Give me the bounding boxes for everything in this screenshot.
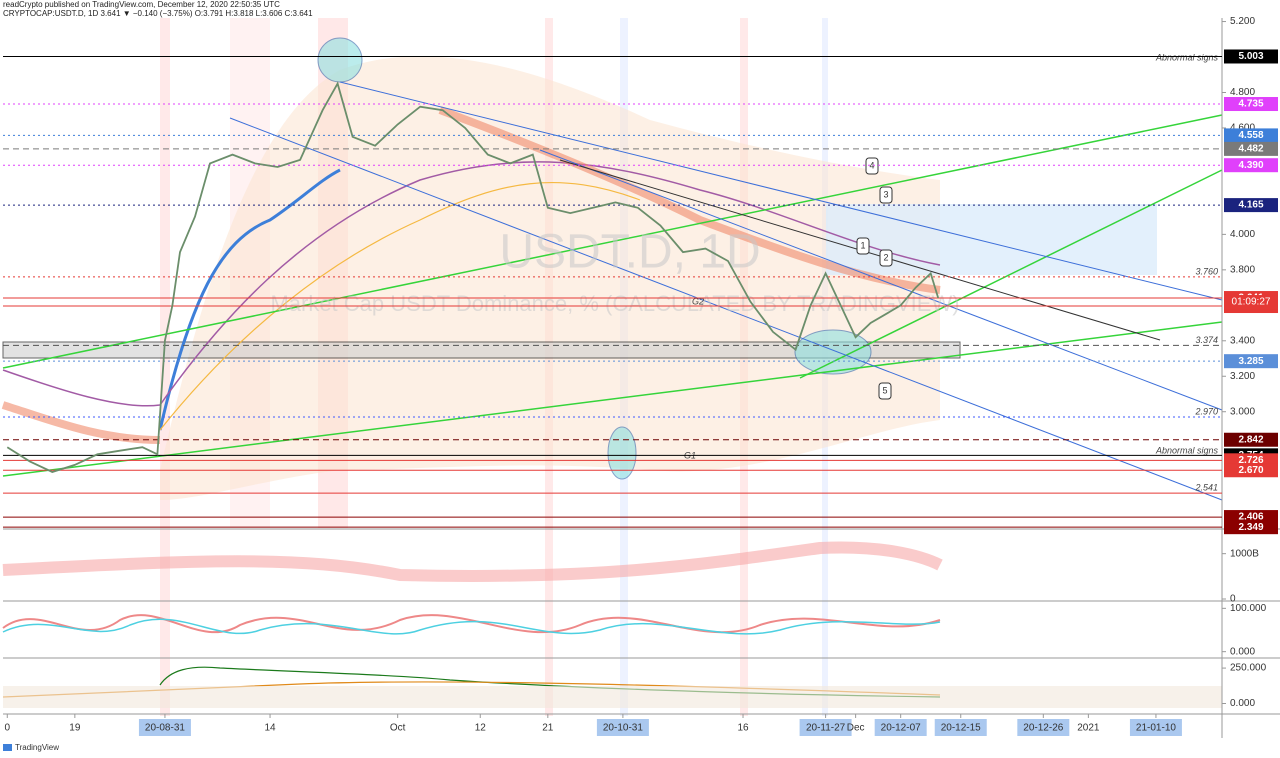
y-tick-label: 5.200 bbox=[1230, 16, 1255, 27]
x-tick-highlight bbox=[934, 719, 987, 736]
level-box bbox=[1224, 158, 1278, 173]
callout: 3 bbox=[883, 189, 888, 199]
x-tick-label: 0 bbox=[4, 723, 10, 734]
pane-tick-label: 100.000 bbox=[1230, 603, 1267, 614]
frame bbox=[3, 18, 1280, 738]
x-tick-label: 19 bbox=[69, 723, 81, 734]
x-tick-highlight bbox=[1129, 719, 1182, 736]
level-label: 5.003 bbox=[1238, 51, 1263, 62]
pane-tick-label: 0 bbox=[1230, 594, 1236, 605]
level-box bbox=[1224, 128, 1278, 143]
y-tick-label: 3.000 bbox=[1230, 406, 1255, 417]
callouts: 1 2 3 4 5 bbox=[856, 157, 893, 400]
y-tick-label: 4.000 bbox=[1230, 229, 1255, 240]
x-tick-label: 20-12-26 bbox=[1023, 723, 1063, 734]
level-label: 3.374 bbox=[1195, 335, 1218, 345]
x-tick-highlight bbox=[874, 719, 927, 736]
x-tick-label: Dec bbox=[847, 723, 865, 734]
y-tick-label: 4.800 bbox=[1230, 87, 1255, 98]
lower-pane-decor bbox=[2, 541, 1222, 708]
x-tick-label: 20-10-31 bbox=[603, 723, 643, 734]
level-label: 2.541 bbox=[1194, 483, 1218, 493]
level-box bbox=[1224, 520, 1278, 535]
countdown: 01:09:27 bbox=[1232, 297, 1271, 308]
pane-tick-label: 250.000 bbox=[1230, 663, 1267, 674]
level-label: 2.726 bbox=[1238, 455, 1263, 466]
level-label: 4.558 bbox=[1238, 130, 1263, 141]
brand: TradingView bbox=[15, 743, 59, 752]
y-tick-label: 3.400 bbox=[1230, 335, 1255, 346]
footer: TradingView bbox=[3, 743, 59, 752]
x-tick-label: 16 bbox=[737, 723, 749, 734]
annotation: Abnormal signs bbox=[1155, 445, 1219, 455]
level-box bbox=[1224, 463, 1278, 478]
x-tick-highlight bbox=[799, 719, 852, 736]
level-label: 2.349 bbox=[1238, 522, 1263, 533]
pane-tick-label: 1000B bbox=[1230, 548, 1259, 559]
callout: 2 bbox=[883, 252, 888, 262]
x-tick-label: 21-01-10 bbox=[1136, 723, 1176, 734]
x-tick-label: 12 bbox=[475, 723, 487, 734]
background-decor bbox=[1, 18, 1223, 716]
level-box bbox=[1224, 141, 1278, 156]
level-label: 3.285 bbox=[1238, 356, 1263, 367]
level-label: 3.760 bbox=[1195, 266, 1218, 276]
watermark: USDT.D, 1D bbox=[499, 226, 760, 279]
level-label: 4.735 bbox=[1238, 99, 1263, 110]
x-tick-label: 20-11-27 bbox=[806, 723, 846, 734]
price-line bbox=[6, 81, 940, 473]
level-label: 4.482 bbox=[1238, 144, 1263, 155]
countdown-box bbox=[1224, 295, 1278, 310]
pane-tick-label: 0.000 bbox=[1230, 646, 1255, 657]
annotation: Abnormal signs bbox=[1155, 52, 1219, 62]
level-label: 2.406 bbox=[1238, 512, 1263, 523]
level-label: 2.670 bbox=[1238, 465, 1263, 476]
x-tick-label: 21 bbox=[542, 723, 554, 734]
level-label: 2.842 bbox=[1238, 434, 1263, 445]
callout: 1 bbox=[860, 240, 865, 250]
callout: 4 bbox=[869, 160, 874, 170]
level-label: 4.390 bbox=[1238, 160, 1263, 171]
y-tick-label: 4.600 bbox=[1230, 123, 1255, 134]
level-box bbox=[1224, 97, 1278, 112]
x-tick-label: 2021 bbox=[1077, 723, 1100, 734]
callout: 5 bbox=[882, 385, 887, 395]
level-label: 2.970 bbox=[1194, 406, 1218, 416]
level-label: 4.165 bbox=[1238, 200, 1263, 211]
publisher: readCrypto published on TradingView.com,… bbox=[3, 0, 280, 9]
annotation: G2 bbox=[692, 296, 704, 306]
x-tick-label: 14 bbox=[264, 723, 276, 734]
x-tick-label: Oct bbox=[390, 723, 406, 734]
x-tick-label: 20-12-07 bbox=[881, 723, 921, 734]
symbol-line: CRYPTOCAP:USDT.D, 1D 3.641 ▼ −0.140 (−3.… bbox=[3, 9, 313, 18]
level-box bbox=[1224, 198, 1278, 213]
level-box bbox=[1224, 49, 1278, 64]
y-tick-label: 3.800 bbox=[1230, 264, 1255, 275]
x-tick-label: 20-08-31 bbox=[145, 723, 185, 734]
x-tick-highlight bbox=[596, 719, 649, 736]
level-box bbox=[1224, 354, 1278, 369]
x-tick-label: 20-12-15 bbox=[941, 723, 981, 734]
level-box bbox=[1224, 432, 1278, 447]
x-tick-highlight bbox=[138, 719, 191, 736]
y-tick-label: 3.200 bbox=[1230, 371, 1255, 382]
watermark-subtitle: Market Cap USDT Dominance, % (CALCULATED… bbox=[270, 291, 959, 316]
pane-tick-label: 0.000 bbox=[1230, 698, 1255, 709]
x-tick-highlight bbox=[1017, 719, 1070, 736]
